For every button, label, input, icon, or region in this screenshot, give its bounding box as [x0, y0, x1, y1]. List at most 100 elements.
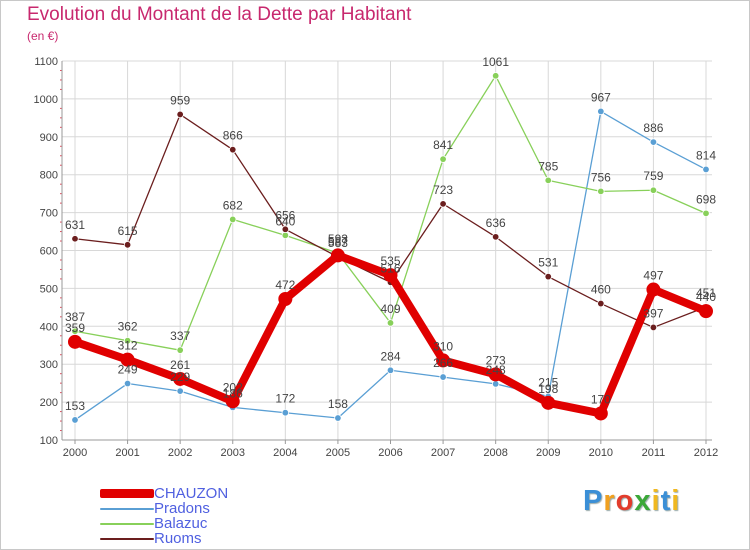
data-label-chauzon: 359: [65, 321, 85, 335]
data-point-pradons: [334, 414, 342, 422]
data-label-balazuc: 337: [170, 329, 190, 343]
data-label-chauzon: 273: [486, 353, 506, 367]
legend-label: CHAUZON: [154, 485, 229, 502]
data-label-pradons: 814: [696, 148, 716, 162]
brand-logo: Proxiti: [583, 485, 681, 517]
data-point-chauzon: [330, 248, 345, 263]
data-label-ruoms: 460: [591, 283, 611, 297]
data-label-chauzon: 535: [380, 254, 400, 268]
data-label-pradons: 229: [170, 370, 190, 384]
data-point-balazuc: [597, 187, 605, 196]
x-tick-label: 2009: [536, 447, 560, 459]
data-label-ruoms: 631: [65, 218, 85, 232]
data-label-chauzon: 198: [538, 382, 558, 396]
data-point-balazuc: [281, 231, 290, 240]
data-point-chauzon: [278, 292, 293, 307]
data-label-balazuc: 698: [696, 192, 716, 206]
y-tick-label: 200: [40, 397, 58, 409]
data-point-balazuc: [439, 155, 447, 163]
data-label-ruoms: 583: [328, 236, 348, 250]
data-point-balazuc: [702, 209, 710, 218]
data-label-chauzon: 472: [275, 278, 295, 292]
legend-item-balazuc: Balazuc: [100, 516, 228, 531]
data-label-chauzon: 261: [170, 358, 190, 372]
data-point-balazuc: [649, 186, 658, 194]
legend-swatch: [100, 522, 154, 525]
data-label-ruoms: 636: [486, 216, 506, 230]
y-tick-label: 1100: [34, 56, 58, 68]
data-label-ruoms: 531: [538, 256, 558, 270]
legend-item-ruoms: Ruoms: [100, 531, 228, 546]
data-label-balazuc: 756: [591, 170, 611, 184]
data-point-ruoms: [176, 110, 184, 119]
data-point-pradons: [281, 409, 290, 417]
data-point-chauzon: [173, 371, 188, 386]
y-tick-label: 1000: [34, 94, 58, 106]
data-point-balazuc: [71, 327, 79, 335]
data-label-pradons: 153: [65, 399, 85, 413]
data-label-balazuc: 1061: [482, 55, 509, 69]
y-tick-label: 600: [40, 246, 58, 258]
legend-swatch: [100, 489, 154, 498]
data-point-chauzon: [68, 334, 82, 349]
data-label-balazuc: 362: [118, 320, 138, 334]
data-label-pradons: 215: [538, 375, 558, 389]
data-point-ruoms: [123, 241, 132, 249]
data-point-pradons: [491, 380, 500, 388]
data-label-chauzon: 440: [696, 290, 716, 304]
legend-item-chauzon: CHAUZON: [100, 486, 228, 501]
data-label-ruoms: 451: [696, 286, 716, 300]
data-point-balazuc: [544, 176, 552, 185]
legend-label: Balazuc: [154, 515, 208, 532]
x-tick-label: 2008: [483, 447, 507, 459]
x-tick-label: 2001: [115, 447, 139, 459]
data-label-pradons: 172: [275, 392, 295, 406]
data-point-ruoms: [71, 235, 79, 243]
data-point-ruoms: [439, 200, 447, 208]
data-point-pradons: [649, 138, 658, 146]
data-label-chauzon: 497: [643, 269, 663, 283]
data-point-ruoms: [281, 225, 290, 233]
data-point-pradons: [702, 165, 710, 174]
data-point-pradons: [176, 387, 184, 395]
data-label-balazuc: 785: [538, 159, 558, 173]
data-point-pradons: [123, 379, 132, 388]
data-point-ruoms: [229, 145, 237, 154]
y-tick-label: 100: [40, 435, 58, 447]
legend-swatch: [100, 537, 154, 540]
x-tick-label: 2000: [63, 447, 87, 459]
data-point-chauzon: [383, 268, 398, 283]
data-point-pradons: [71, 416, 79, 424]
y-tick-label: 900: [40, 132, 58, 144]
data-point-balazuc: [386, 319, 395, 327]
data-point-chauzon: [541, 395, 556, 410]
data-point-chauzon: [488, 367, 503, 382]
x-tick-label: 2004: [273, 447, 297, 459]
data-label-ruoms: 397: [643, 306, 663, 320]
data-point-chauzon: [593, 406, 608, 421]
data-label-chauzon: 170: [591, 392, 611, 406]
data-point-chauzon: [436, 353, 451, 368]
data-label-pradons: 186: [223, 386, 243, 400]
data-label-pradons: 967: [591, 90, 611, 104]
data-point-balazuc: [176, 346, 184, 354]
legend-label: Ruoms: [154, 530, 202, 547]
data-point-pradons: [439, 373, 447, 381]
x-tick-label: 2011: [642, 447, 666, 459]
data-label-chauzon: 587: [328, 234, 348, 248]
data-label-balazuc: 387: [65, 310, 85, 324]
data-label-chauzon: 310: [433, 339, 453, 353]
data-point-ruoms: [491, 233, 500, 241]
data-label-pradons: 248: [486, 363, 506, 377]
data-label-balazuc: 640: [275, 214, 295, 228]
data-point-chauzon: [120, 352, 135, 367]
data-point-chauzon: [699, 304, 713, 319]
chart-subtitle: (en €): [27, 29, 59, 43]
data-point-balazuc: [229, 215, 237, 224]
data-label-pradons: 266: [433, 356, 453, 370]
data-label-ruoms: 866: [223, 129, 243, 143]
data-point-pradons: [386, 366, 395, 374]
data-label-balazuc: 682: [223, 198, 243, 212]
data-point-chauzon: [646, 282, 661, 297]
